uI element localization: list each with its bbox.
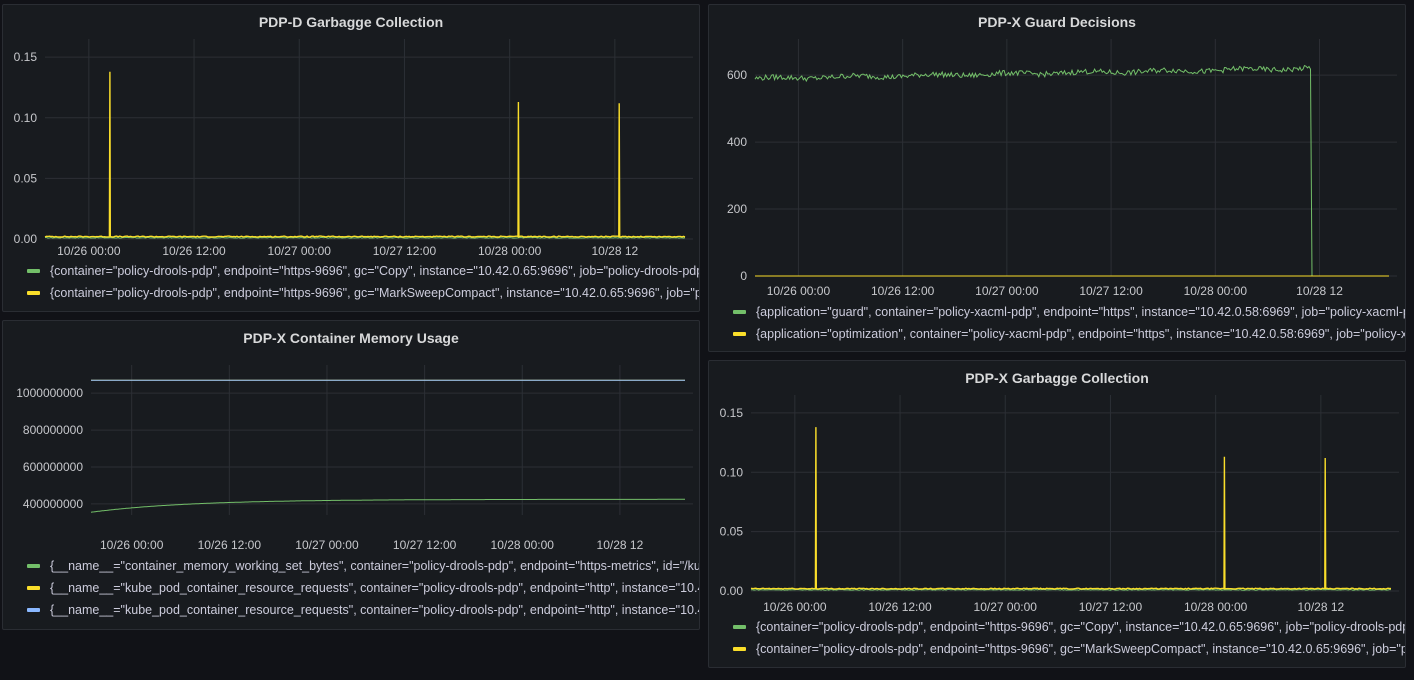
x-tick-label: 10/26 12:00	[198, 538, 262, 552]
legend: {container="policy-drools-pdp", endpoint…	[733, 616, 1405, 660]
series-line	[45, 236, 686, 239]
panel-title[interactable]: PDP-X Guard Decisions	[978, 14, 1136, 30]
legend-swatch	[27, 291, 40, 295]
x-tick-label: 10/27 12:00	[1079, 600, 1143, 614]
legend-label: {application="guard", container="policy-…	[756, 305, 1405, 319]
legend-item[interactable]: {application="optimization", container="…	[733, 323, 1405, 345]
legend-item[interactable]: {container="policy-drools-pdp", endpoint…	[27, 260, 699, 282]
x-tick-label: 10/28 12	[592, 244, 639, 258]
panel-title[interactable]: PDP-X Container Memory Usage	[243, 330, 459, 346]
legend-swatch	[27, 608, 40, 612]
x-tick-label: 10/28 12	[1296, 284, 1343, 298]
legend: {container="policy-drools-pdp", endpoint…	[27, 260, 699, 304]
y-tick-label: 0.00	[14, 232, 38, 246]
y-tick-label: 0.00	[720, 584, 744, 598]
legend-item[interactable]: {container="policy-drools-pdp", endpoint…	[733, 638, 1405, 660]
x-tick-label: 10/26 00:00	[763, 600, 827, 614]
x-tick-label: 10/28 00:00	[1184, 600, 1248, 614]
legend-swatch	[733, 332, 746, 336]
y-tick-label: 1000000000	[16, 386, 83, 400]
y-tick-label: 0.05	[720, 525, 744, 539]
y-tick-label: 400000000	[23, 497, 83, 511]
panel-pdpd-gc: PDP-D Garbagge Collection 0.00 0.05 0.10 0.…	[2, 4, 700, 312]
panel-pdpx-memory: PDP-X Container Memory Usage 400000000 60…	[2, 320, 700, 630]
panel-title[interactable]: PDP-X Garbagge Collection	[965, 370, 1149, 386]
legend-label: {application="optimization", container="…	[756, 327, 1405, 341]
pdpx-gc-chart[interactable]: 0.00 0.05 0.10 0.15 10/26 00:00 10/26 12:00 10…	[709, 361, 1406, 617]
y-tick-label: 0	[740, 269, 747, 283]
legend-label: {container="policy-drools-pdp", endpoint…	[50, 264, 699, 278]
x-tick-label: 10/27 00:00	[268, 244, 332, 258]
x-tick-label: 10/26 00:00	[767, 284, 831, 298]
pdpd-gc-chart[interactable]: 0.00 0.05 0.10 0.15 10/26 00:00 10/26 12:00 10…	[3, 5, 700, 263]
x-tick-label: 10/28 00:00	[1184, 284, 1248, 298]
x-tick-label: 10/27 00:00	[974, 600, 1038, 614]
panel-title[interactable]: PDP-D Garbagge Collection	[258, 14, 444, 30]
y-tick-label: 600	[727, 68, 747, 82]
panel-pdpx-guard: PDP-X Guard Decisions 0 200 400 600 10/26 00…	[708, 4, 1406, 352]
y-tick-label: 0.10	[14, 111, 38, 125]
legend-swatch	[27, 564, 40, 568]
legend-item[interactable]: {__name__="container_memory_working_set_…	[27, 555, 699, 577]
series-line	[750, 427, 1392, 590]
pdpx-guard-chart[interactable]: 0 200 400 600 10/26 00:00 10/26 12:00 10/27 00…	[709, 5, 1406, 301]
legend-swatch	[27, 586, 40, 590]
panel-pdpx-gc: PDP-X Garbagge Collection 0.00 0.05 0.10 0.…	[708, 360, 1406, 668]
y-tick-label: 600000000	[23, 460, 83, 474]
x-tick-label: 10/26 00:00	[100, 538, 164, 552]
y-tick-label: 800000000	[23, 423, 83, 437]
legend-item[interactable]: {__name__="kube_pod_container_resource_r…	[27, 577, 699, 599]
x-tick-label: 10/26 12:00	[871, 284, 935, 298]
y-tick-label: 0.05	[14, 171, 38, 185]
y-tick-label: 400	[727, 135, 747, 149]
legend-label: {__name__="kube_pod_container_resource_r…	[50, 603, 699, 617]
legend-item[interactable]: {container="policy-drools-pdp", endpoint…	[733, 616, 1405, 638]
legend-swatch	[27, 269, 40, 273]
x-tick-label: 10/27 00:00	[295, 538, 359, 552]
x-tick-label: 10/26 12:00	[868, 600, 932, 614]
legend-label: {container="policy-drools-pdp", endpoint…	[756, 642, 1405, 656]
x-tick-label: 10/28 12	[597, 538, 644, 552]
legend-item[interactable]: {application="guard", container="policy-…	[733, 301, 1405, 323]
x-tick-label: 10/26 00:00	[57, 244, 121, 258]
legend-swatch	[733, 310, 746, 314]
y-tick-label: 0.15	[14, 50, 38, 64]
legend-label: {__name__="container_memory_working_set_…	[50, 559, 699, 573]
series-line	[44, 71, 686, 238]
legend-item[interactable]: {__name__="kube_pod_container_resource_r…	[27, 599, 699, 621]
legend: {__name__="container_memory_working_set_…	[27, 555, 699, 621]
y-tick-label: 200	[727, 202, 747, 216]
legend-label: {__name__="kube_pod_container_resource_r…	[50, 581, 699, 595]
y-tick-label: 0.10	[720, 465, 744, 479]
legend-swatch	[733, 625, 746, 629]
pdpx-memory-chart[interactable]: 400000000 600000000 800000000 1000000000 10/…	[3, 321, 700, 559]
x-tick-label: 10/27 12:00	[393, 538, 457, 552]
x-tick-label: 10/28 12	[1298, 600, 1345, 614]
x-tick-label: 10/27 00:00	[975, 284, 1039, 298]
x-tick-label: 10/27 12:00	[373, 244, 437, 258]
series-line	[754, 64, 1389, 277]
legend: {application="guard", container="policy-…	[733, 301, 1405, 345]
x-tick-label: 10/28 00:00	[491, 538, 555, 552]
x-tick-label: 10/27 12:00	[1079, 284, 1143, 298]
legend-item[interactable]: {container="policy-drools-pdp", endpoint…	[27, 282, 699, 304]
legend-label: {container="policy-drools-pdp", endpoint…	[756, 620, 1405, 634]
x-tick-label: 10/26 12:00	[162, 244, 226, 258]
series-line	[90, 498, 685, 513]
x-tick-label: 10/28 00:00	[478, 244, 542, 258]
series-line	[751, 588, 1392, 591]
y-tick-label: 0.15	[720, 406, 744, 420]
legend-swatch	[733, 647, 746, 651]
legend-label: {container="policy-drools-pdp", endpoint…	[50, 286, 699, 300]
